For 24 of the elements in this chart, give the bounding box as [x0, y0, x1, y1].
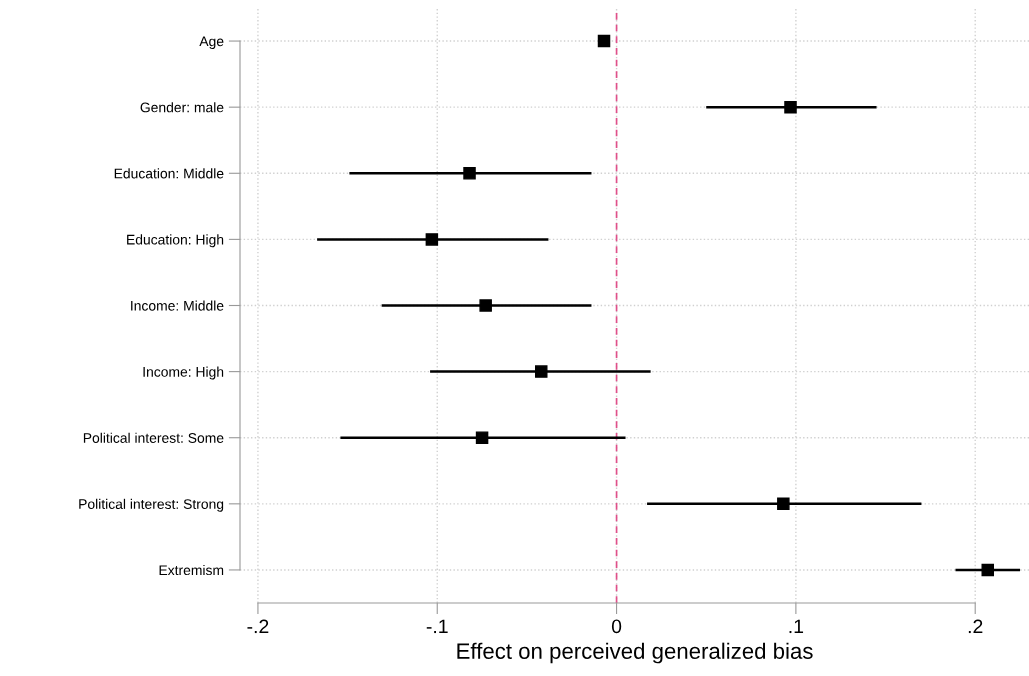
point	[777, 497, 790, 511]
point	[535, 365, 548, 378]
point	[463, 167, 476, 180]
x-tick-label: -.1	[426, 619, 448, 634]
y-tick-label: Gender: male	[140, 102, 224, 113]
y-tick-label: Political interest: Strong	[79, 498, 224, 512]
y-tick-label: Education: Middle	[114, 168, 224, 179]
point	[597, 34, 611, 48]
y-tick-label: Education: High	[127, 234, 224, 248]
point	[475, 431, 489, 444]
y-tick-label: Age	[199, 36, 224, 49]
x-tick-label: .1	[789, 619, 804, 634]
point	[479, 299, 492, 312]
point	[425, 233, 439, 246]
x-axis-title: Effect on perceived generalized bias	[457, 642, 813, 664]
y-tick-label: Political interest: Some	[83, 432, 224, 443]
x-tick-label: -.2	[247, 619, 269, 634]
y-tick-label: Income: Middle	[131, 300, 224, 311]
y-tick-label: Income: High	[143, 366, 224, 380]
point	[981, 563, 995, 577]
point	[784, 100, 797, 114]
x-tick-label: .2	[968, 619, 983, 634]
y-tick-label: Extremism	[159, 564, 224, 576]
x-tick-label: 0	[611, 619, 622, 634]
